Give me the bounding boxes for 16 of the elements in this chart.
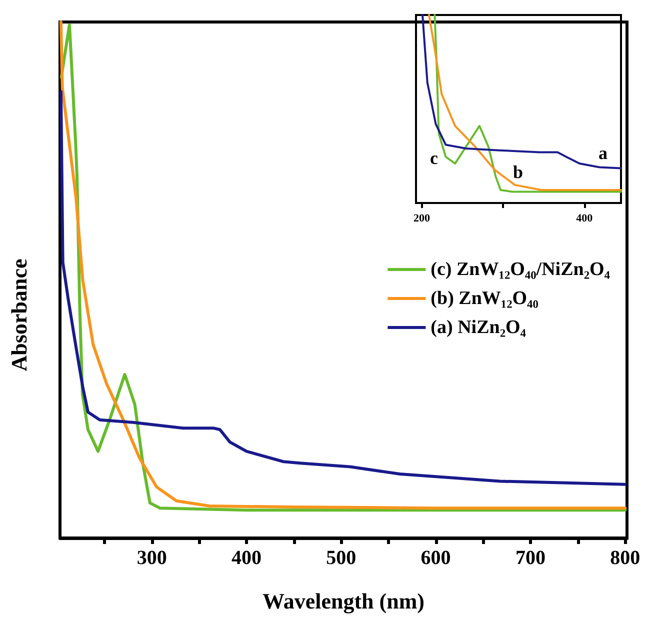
x-tick-label: 500 [326,547,356,569]
annotation: b [512,162,524,182]
x-tick-label: 800 [610,547,640,569]
x-axis-title: Wavelength (nm) [262,588,424,614]
legend-label: (c) ZnW₁₂O₄₀/NiZn₂O₄ [430,259,610,280]
y-axis-title: Absorbance [6,258,32,372]
x-tick-label: 600 [420,547,451,569]
x-tick-label: 400 [576,212,594,224]
x-tick-label: 300 [136,547,167,569]
annotation: c [430,148,438,168]
x-tick-label: 700 [515,547,546,569]
annotation: a [598,143,608,163]
x-tick-label: 400 [231,547,262,569]
legend-label: (a) NiZn₂O₄ [430,317,526,338]
x-tick-label: 200 [413,212,430,224]
legend-label: (b) ZnW₁₂O₄₀ [430,288,539,309]
